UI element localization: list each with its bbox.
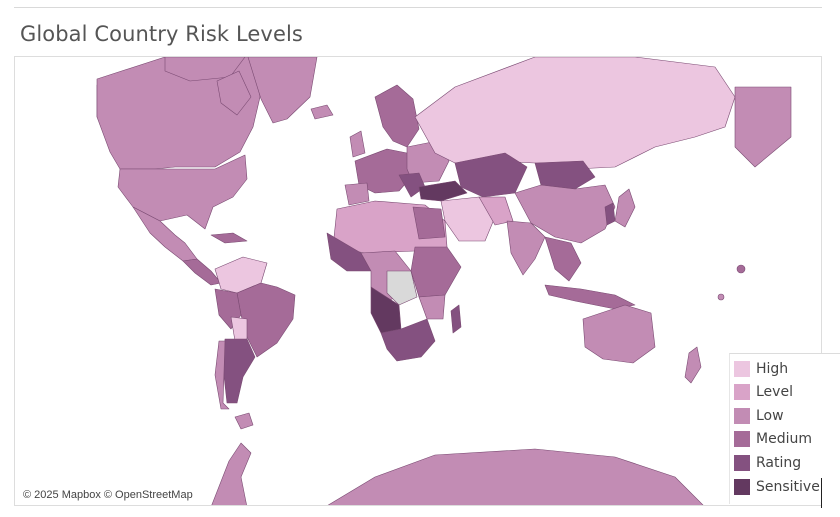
region-west-africa [326,232,372,272]
top-divider [14,7,822,8]
region-india [506,220,546,276]
legend-swatch [734,431,750,447]
region-argentina [222,338,256,404]
region-greenland [247,57,318,124]
region-indonesia [544,284,636,310]
map-view[interactable]: © 2025 Mapbox © OpenStreetMap [14,56,822,506]
legend-item-rating[interactable]: Rating [734,453,801,473]
legend-label: Sensitive [756,479,820,495]
legend-label: Level [756,384,793,400]
region-egypt [412,206,446,240]
legend-label: High [756,361,789,377]
region-russia [414,57,736,170]
region-usa [117,154,248,230]
region-south-georgia [234,412,254,430]
region-caribbean [210,232,248,244]
region-turkey [418,180,468,202]
region-mongolia [534,160,596,190]
region-southeast-asia [544,236,582,282]
region-samoa [717,293,725,301]
legend-item-sensitive[interactable]: Sensitive [734,477,820,497]
region-nodata-africa [386,270,418,306]
legend-item-low[interactable]: Low [734,406,784,426]
region-australia [582,304,656,364]
legend-item-high[interactable]: High [734,359,788,379]
region-baffin [216,70,252,116]
region-korea [604,202,616,226]
region-uk [349,130,366,158]
legend: High Level Low Medium Rating Sensitive [729,353,840,504]
region-new-zealand [684,346,702,384]
region-iceland [310,104,334,120]
legend-swatch [734,384,750,400]
region-antarctica [327,448,704,505]
legend-item-medium[interactable]: Medium [734,429,812,449]
region-antarctic-peninsula [211,442,252,505]
region-southern-africa [380,318,436,362]
region-bolivia [230,316,248,342]
region-madagascar [450,304,462,334]
legend-swatch [734,408,750,424]
legend-swatch [734,479,750,495]
region-mozambique [418,294,446,320]
region-chile [214,340,230,410]
region-iran [478,196,514,226]
map-attribution[interactable]: © 2025 Mapbox © OpenStreetMap [21,489,195,501]
legend-item-level[interactable]: Level [734,382,793,402]
region-japan [614,188,636,228]
legend-swatch [734,361,750,377]
region-arctic-islands [164,57,246,82]
region-east-africa [410,246,462,298]
region-fiji [736,264,746,274]
legend-label: Rating [756,455,802,471]
page-title: Global Country Risk Levels [20,22,303,46]
region-central-america [182,258,222,286]
region-iberia [344,182,370,206]
legend-label: Medium [756,431,812,447]
text-cursor [821,478,822,508]
legend-label: Low [756,408,784,424]
region-chukotka [734,86,792,168]
legend-swatch [734,455,750,471]
region-scandinavia [374,84,420,148]
world-map[interactable] [15,57,822,506]
